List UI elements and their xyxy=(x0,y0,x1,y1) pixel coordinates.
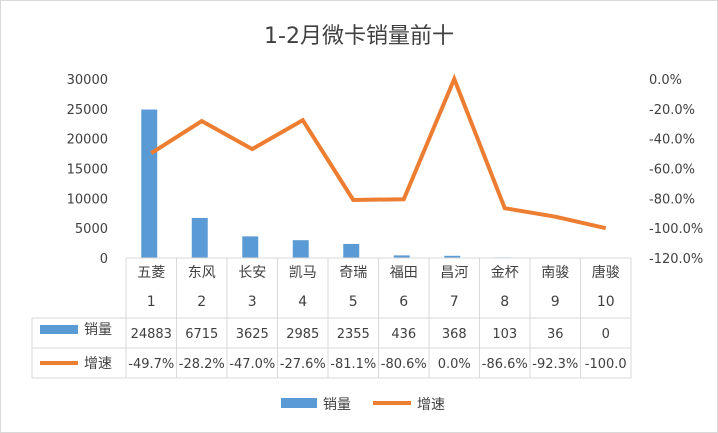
sales-bar xyxy=(343,243,360,258)
left-tick-label: 25000 xyxy=(67,103,108,118)
category-label: 凯马 xyxy=(289,265,317,281)
category-label: 唐骏 xyxy=(592,264,620,281)
left-tick-label: 5000 xyxy=(75,222,108,237)
sales-row-key xyxy=(40,325,78,334)
rank-label: 6 xyxy=(399,294,408,310)
category-label: 东风 xyxy=(188,265,216,281)
left-tick-label: 15000 xyxy=(67,163,108,178)
right-tick-label: -120.0% xyxy=(649,252,703,267)
left-tick-label: 0 xyxy=(100,252,108,267)
rank-label: 7 xyxy=(450,294,459,310)
category-label: 奇瑞 xyxy=(339,264,367,281)
rank-label: 8 xyxy=(500,294,509,310)
left-tick-label: 20000 xyxy=(67,133,108,148)
growth-cell: -86.6% xyxy=(482,357,528,372)
legend-key-sales xyxy=(281,398,317,408)
growth-cell: -92.3% xyxy=(532,357,578,372)
right-tick-label: -20.0% xyxy=(649,103,695,118)
growth-line-layer xyxy=(150,73,607,231)
growth-cell: -80.6% xyxy=(381,357,427,372)
chart-legend: 销量 增速 xyxy=(281,397,445,413)
sales-bar xyxy=(393,255,410,258)
growth-cell: -47.0% xyxy=(229,357,275,372)
sales-bar xyxy=(242,236,259,258)
right-tick-label: -60.0% xyxy=(649,163,695,178)
right-tick-label: -80.0% xyxy=(649,192,695,207)
sales-cell: 436 xyxy=(391,327,416,342)
rank-label: 3 xyxy=(248,294,257,310)
sales-bar xyxy=(141,109,158,258)
rank-label: 4 xyxy=(298,294,307,310)
sales-row-header: 销量 xyxy=(84,322,112,338)
rank-label: 2 xyxy=(197,294,206,310)
sales-bar xyxy=(444,255,461,258)
sales-cell: 6715 xyxy=(185,327,218,342)
legend-label-growth: 增速 xyxy=(417,397,445,413)
category-label: 长安 xyxy=(238,265,266,281)
left-tick-label: 30000 xyxy=(67,73,108,88)
left-tick-label: 10000 xyxy=(67,192,108,207)
sales-cell: 0 xyxy=(602,327,610,342)
sales-cell: 368 xyxy=(442,327,467,342)
growth-cell: -81.1% xyxy=(330,357,376,372)
sales-cell: 36 xyxy=(547,327,564,342)
growth-cell: -27.6% xyxy=(280,357,326,372)
growth-cell: -28.2% xyxy=(179,357,225,372)
growth-line xyxy=(150,73,607,231)
growth-row-header: 增速 xyxy=(84,356,112,372)
rank-label: 5 xyxy=(349,294,358,310)
sales-bar xyxy=(191,217,208,258)
sales-cell: 3625 xyxy=(236,327,269,342)
sales-cell: 2355 xyxy=(337,327,370,342)
sales-bar xyxy=(292,240,309,258)
right-tick-label: -100.0% xyxy=(649,222,703,237)
right-tick-label: 0.0% xyxy=(649,73,682,88)
category-label: 金杯 xyxy=(491,265,519,281)
sales-bars xyxy=(141,109,562,258)
rank-label: 1 xyxy=(147,294,156,310)
growth-cell: 0.0% xyxy=(438,357,471,372)
legend-label-sales: 销量 xyxy=(323,397,351,413)
growth-cell: -100.0 xyxy=(585,357,627,372)
category-label: 昌河 xyxy=(440,265,468,281)
chart-title: 1-2月微卡销量前十 xyxy=(264,24,454,49)
left-axis-ticks: 0 5000 10000 15000 20000 25000 30000 xyxy=(67,73,108,267)
sales-cell: 2985 xyxy=(286,327,319,342)
category-label: 南骏 xyxy=(541,265,569,281)
category-label: 五菱 xyxy=(137,265,165,281)
rank-label: 10 xyxy=(597,294,615,310)
right-tick-label: -40.0% xyxy=(649,133,695,148)
category-label: 福田 xyxy=(390,265,418,281)
sales-cell: 24883 xyxy=(131,327,172,342)
sales-cell: 103 xyxy=(492,327,517,342)
growth-cell: -49.7% xyxy=(128,357,174,372)
rank-label: 9 xyxy=(551,294,560,310)
right-axis-ticks: 0.0% -20.0% -40.0% -60.0% -80.0% -100.0% -120.… xyxy=(649,73,703,267)
